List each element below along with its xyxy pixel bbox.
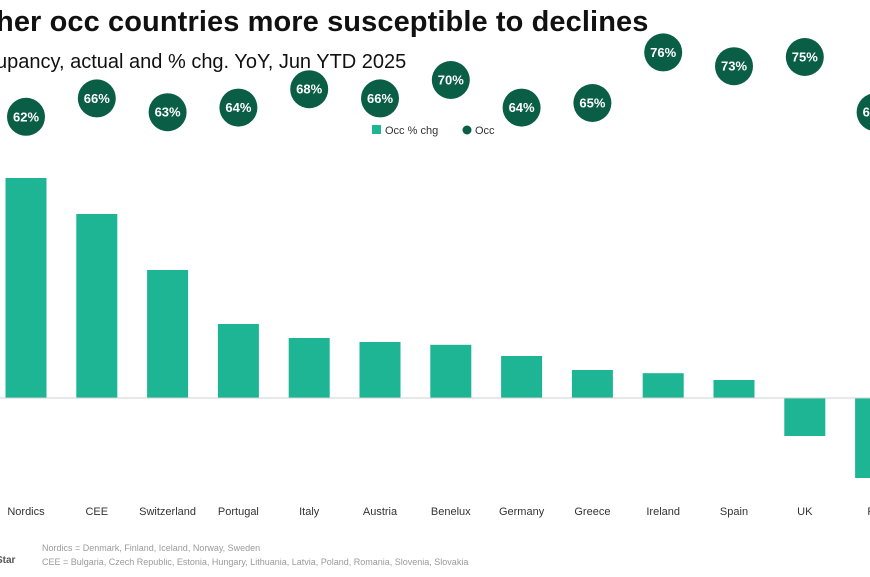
occ-marker-fra [856,94,870,131]
occ-label-uk: 75% [792,50,818,65]
occ-label-spain: 73% [721,59,747,74]
legend-swatch-occ-chg [372,125,381,134]
occ-marker-spain [715,47,753,86]
occ-label-ireland: 76% [650,45,676,60]
occ-marker-italy [290,70,329,109]
bar-uk [784,398,826,436]
bar-spain [713,380,755,398]
occ-label-portugal: 64% [225,100,251,115]
tick-label-nordics: Nordics [7,506,45,518]
occ-marker-ireland [644,33,683,72]
legend-label-occ: Occ [475,125,495,137]
occ-label-fra: 63% [863,105,870,120]
occ-marker-cee [77,79,116,118]
tick-label-ireland: Ireland [646,506,680,518]
occ-marker-austria [361,79,399,118]
bar-benelux [430,344,472,398]
occ-marker-germany [502,88,541,127]
occ-marker-portugal [219,88,258,127]
occ-label-cee: 66% [84,91,110,106]
bar-portugal [217,324,259,398]
bar-greece [571,370,613,398]
occ-label-greece: 65% [579,96,605,111]
tick-label-italy: Italy [299,506,320,518]
footnote-cee: CEE = Bulgaria, Czech Republic, Estonia,… [42,557,469,567]
tick-label-germany: Germany [499,506,545,518]
brand-logo: Star [0,555,16,566]
tick-label-cee: CEE [85,506,108,518]
bar-cee [76,214,118,398]
bar-ireland [642,373,684,398]
bar-italy [288,338,330,398]
occ-label-benelux: 70% [438,73,464,88]
tick-label-benelux: Benelux [431,506,471,518]
legend-swatch-occ [462,125,472,135]
occ-marker-nordics [7,97,45,136]
legend-label-occ-chg: Occ % chg [385,125,438,137]
chart-subtitle: upancy, actual and % chg. YoY, Jun YTD 2… [0,51,407,73]
occ-marker-switzerland [148,93,187,132]
bar-fra [855,398,870,478]
bar-austria [359,342,401,398]
footnote-nordics: Nordics = Denmark, Finland, Iceland, Nor… [42,543,261,553]
tick-label-portugal: Portugal [218,506,259,518]
occ-label-switzerland: 63% [155,105,181,120]
occ-label-austria: 66% [367,91,393,106]
bar-switzerland [147,270,189,398]
bar-nordics [5,178,47,398]
tick-label-switzerland: Switzerland [139,506,196,518]
occ-label-italy: 68% [296,82,322,97]
occ-marker-uk [785,38,824,76]
occ-label-nordics: 62% [13,109,39,124]
tick-label-austria: Austria [363,506,398,518]
bar-germany [501,356,543,398]
tick-label-fra: Fra [867,506,870,518]
tick-label-spain: Spain [720,506,748,518]
tick-label-greece: Greece [574,506,610,518]
occ-label-germany: 64% [509,100,535,115]
occ-marker-benelux [431,61,470,99]
tick-label-uk: UK [797,506,813,518]
chart-title: her occ countries more susceptible to de… [0,6,649,38]
occ-marker-greece [573,84,612,122]
